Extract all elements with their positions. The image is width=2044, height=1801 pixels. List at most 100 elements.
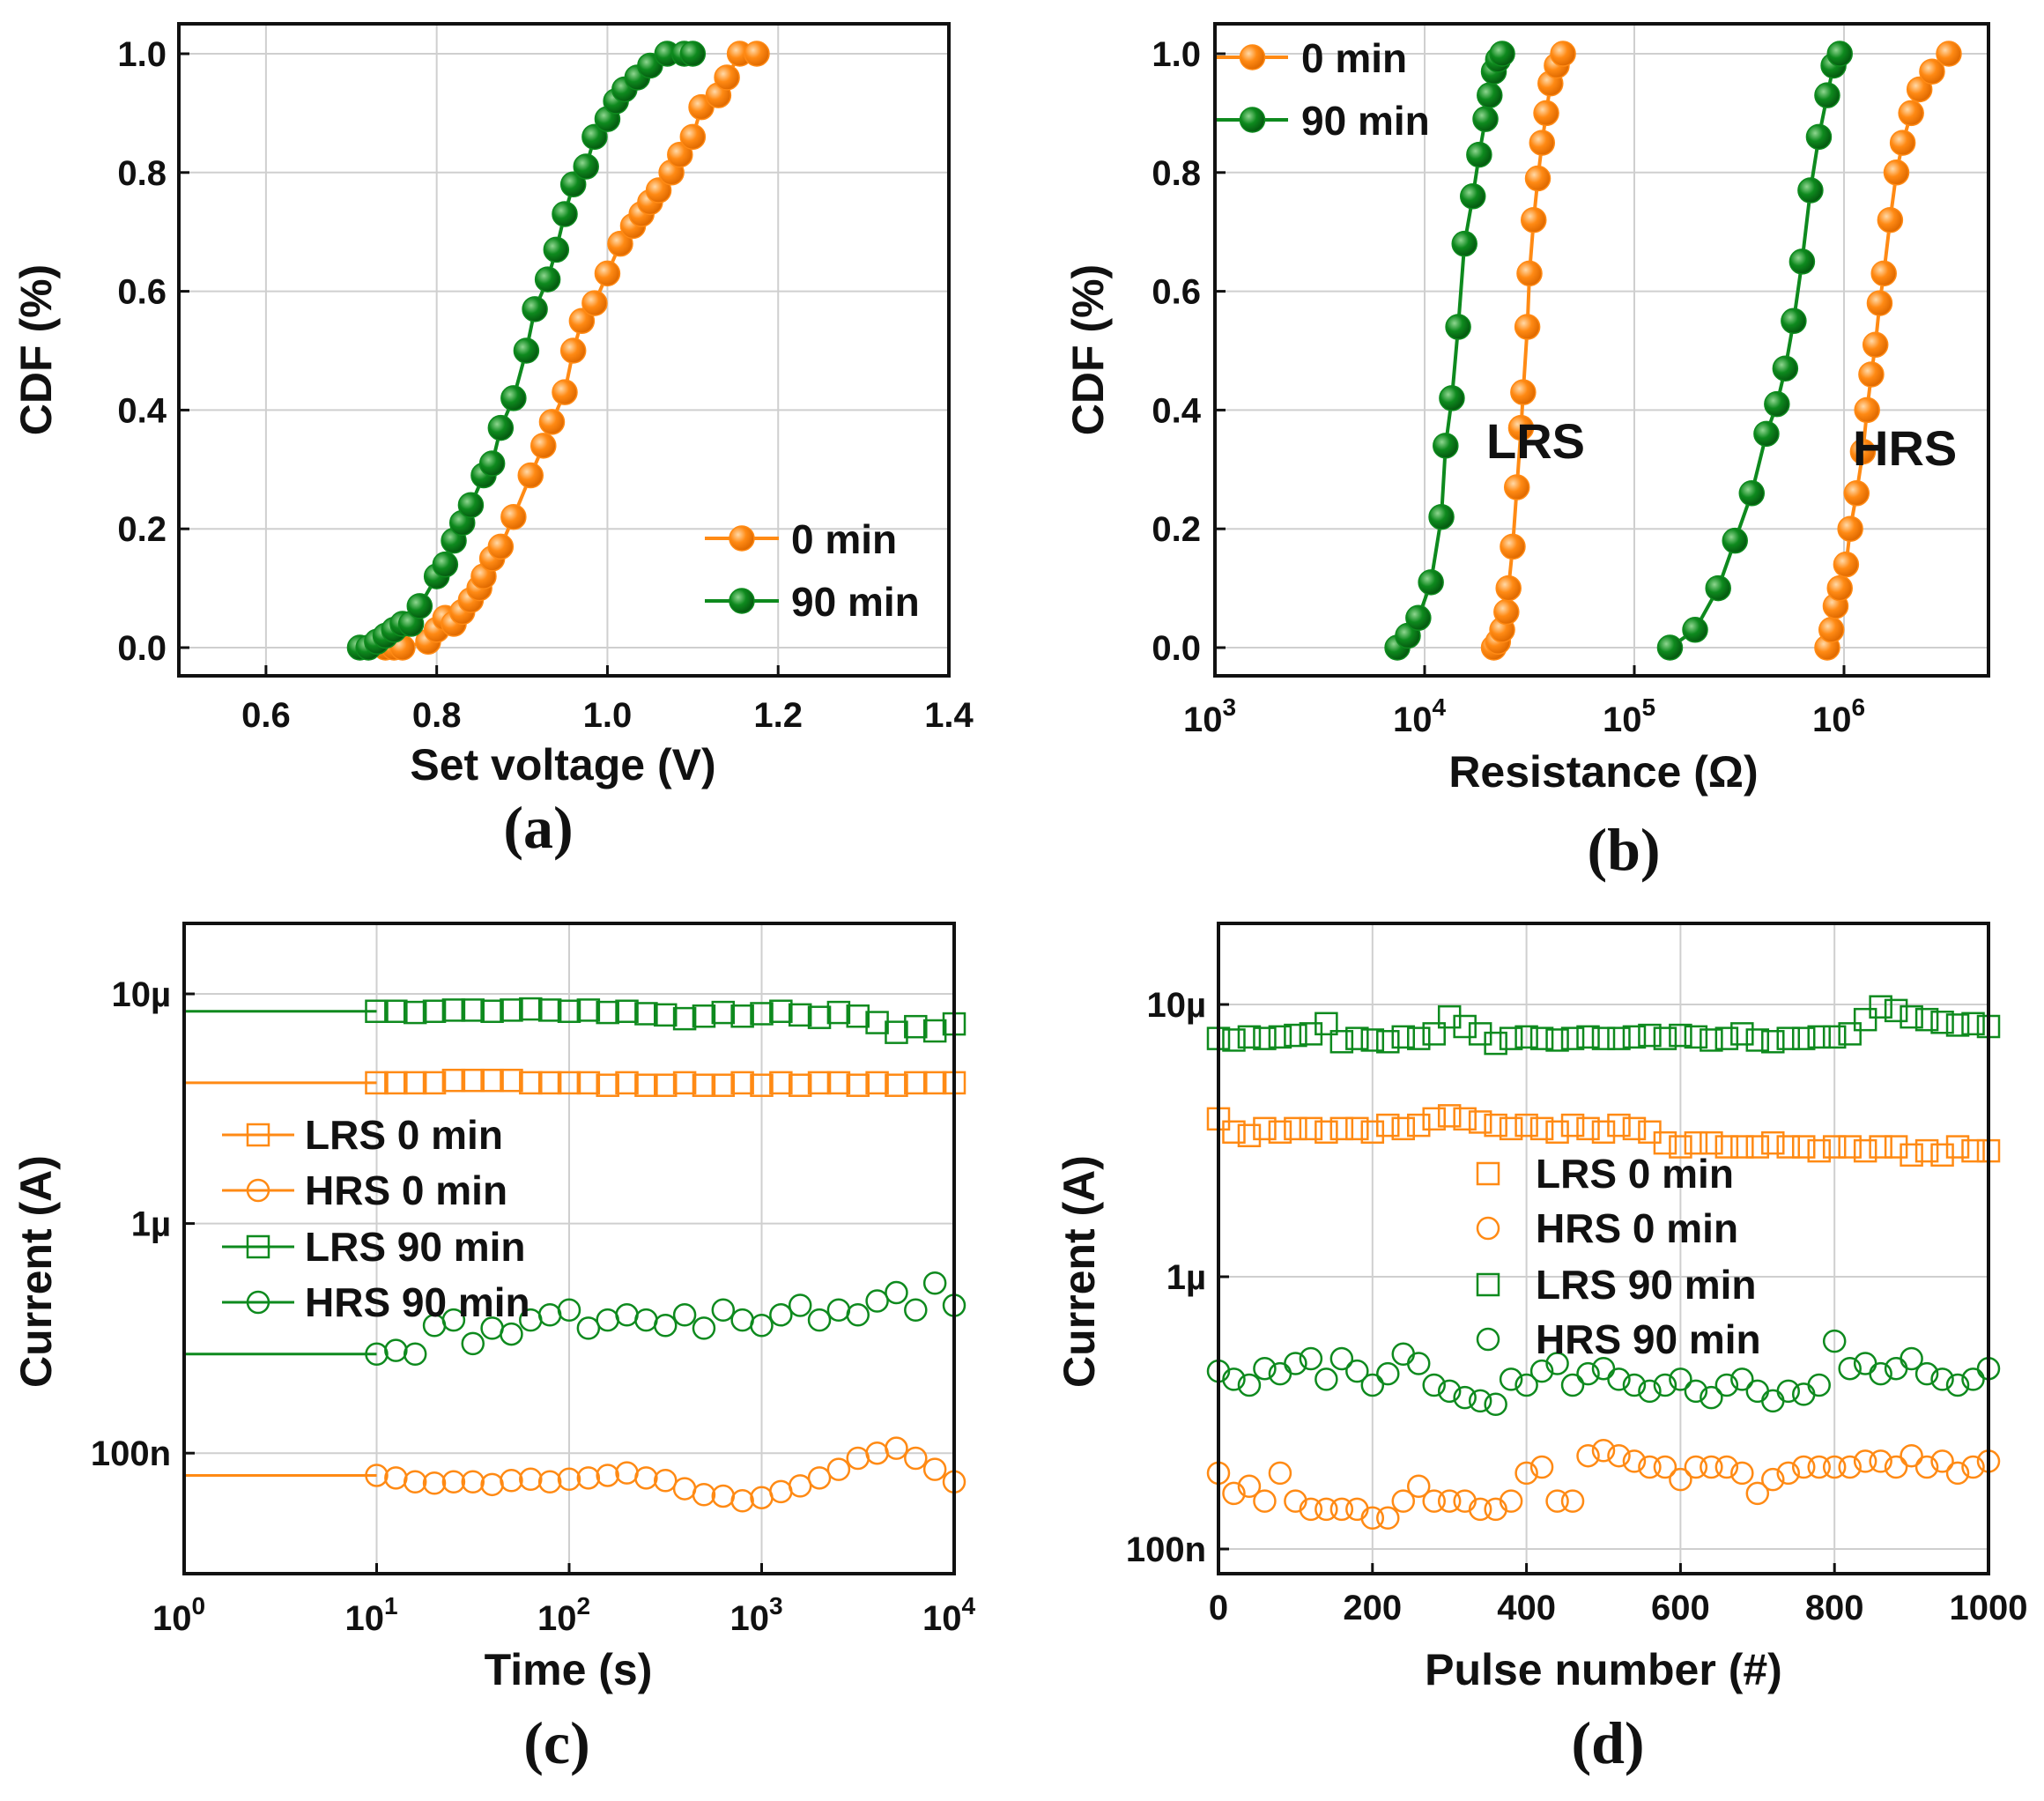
data-point (480, 1068, 504, 1093)
data-point (1468, 1110, 1492, 1134)
data-point (1459, 183, 1486, 210)
data-point (1433, 433, 1459, 459)
panel-label: (b) (1587, 816, 1660, 883)
data-point (1914, 1007, 1939, 1032)
data-point (517, 462, 544, 489)
data-point (441, 1308, 466, 1332)
data-point (1253, 1356, 1277, 1381)
legend-label: 0 min (791, 516, 897, 562)
x-tick-label: 200 (1343, 1589, 1402, 1627)
data-point (1900, 1004, 1923, 1029)
data-point (365, 1342, 389, 1367)
legend-label: 90 min (1301, 98, 1430, 144)
data-point (1822, 1135, 1847, 1159)
data-point (1700, 1130, 1723, 1155)
plot-frame (177, 22, 951, 678)
data-point (1529, 1359, 1554, 1383)
data-point (1900, 1143, 1923, 1167)
data-point (573, 153, 599, 180)
data-point (1329, 1029, 1354, 1054)
data-point (744, 41, 770, 67)
data-point (487, 414, 515, 441)
data-point (615, 1071, 639, 1095)
series-lrs-0-min (1206, 1104, 2001, 1167)
data-point (729, 525, 755, 552)
data-point (634, 1466, 658, 1490)
legend: LRS 0 min HRS 0 min LRS 90 min HRS 90 min (222, 1112, 530, 1325)
data-point (1560, 1489, 1585, 1513)
data-point (1329, 1116, 1354, 1141)
data-point (1714, 1455, 1739, 1479)
y-tick-label: 10µ (1146, 986, 1206, 1025)
data-point (1945, 1135, 1970, 1159)
data-point (1439, 385, 1465, 411)
data-point (1607, 1443, 1631, 1468)
data-point (365, 1071, 389, 1095)
data-point (1428, 503, 1455, 530)
data-point (1622, 1116, 1647, 1141)
data-point (1484, 1113, 1507, 1138)
data-point (1776, 1461, 1801, 1486)
x-tick-label: 0 (1209, 1589, 1228, 1627)
data-point (1545, 1028, 1569, 1052)
x-axis-title: Pulse number (#) (1425, 1645, 1782, 1694)
data-point (1745, 1481, 1770, 1506)
data-point (807, 1071, 832, 1095)
data-point (1529, 1116, 1554, 1141)
data-point (1484, 1497, 1507, 1522)
data-point (552, 201, 578, 227)
data-point (1576, 1025, 1600, 1049)
x-axis-title: Time (s) (485, 1645, 653, 1694)
data-point (457, 492, 485, 518)
data-point (1391, 1025, 1416, 1049)
data-point (1560, 1113, 1585, 1138)
data-point (500, 385, 527, 411)
panel-a: 0.0 0.2 0.4 0.6 0.8 1.0 0.6 0.8 1.0 1.2 1.4 Set vol… (11, 22, 974, 861)
data-point (692, 1073, 716, 1097)
data-point (807, 1308, 832, 1332)
data-point (1284, 1489, 1307, 1513)
data-point (441, 1470, 466, 1494)
data-point (1669, 1367, 1692, 1391)
data-point (1268, 1120, 1292, 1145)
data-point (1376, 1361, 1400, 1386)
data-point (1406, 1113, 1431, 1138)
data-point (1468, 1497, 1492, 1522)
data-point (1437, 1379, 1462, 1404)
data-point (537, 1470, 562, 1494)
data-point (729, 588, 755, 614)
data-point (1345, 1359, 1369, 1383)
data-point (885, 1280, 908, 1305)
data-point (1500, 533, 1526, 560)
data-point (714, 64, 740, 91)
data-point (1682, 617, 1708, 643)
data-point (667, 141, 693, 168)
data-point (543, 236, 570, 263)
data-point (1919, 58, 1945, 85)
data-point (1772, 355, 1799, 382)
data-point (1853, 1007, 1877, 1032)
y-tick-label: 0.0 (1152, 629, 1201, 668)
data-point (1738, 480, 1766, 507)
series-90-min-hrs (1656, 41, 1853, 661)
data-point (500, 503, 527, 530)
data-point (1521, 206, 1547, 233)
tick-base: 10 (1812, 700, 1852, 739)
data-point (1391, 1489, 1416, 1513)
data-point (1906, 76, 1933, 103)
tick-base: 10 (537, 1599, 577, 1638)
data-point (1753, 420, 1780, 448)
annotation-hrs: HRS (1853, 420, 1957, 476)
data-point (461, 1331, 485, 1356)
data-point (1237, 1474, 1262, 1499)
data-point (1514, 1373, 1538, 1397)
data-point (672, 1006, 697, 1031)
data-point (1514, 1025, 1538, 1049)
data-point (581, 123, 608, 151)
legend-label: HRS 0 min (305, 1167, 507, 1213)
data-point (1222, 1028, 1246, 1052)
data-point (1268, 1461, 1292, 1486)
data-point (1761, 1467, 1785, 1492)
legend: LRS 0 min HRS 0 min LRS 90 min HRS 90 min (1476, 1151, 1761, 1362)
data-point (1468, 1022, 1492, 1046)
